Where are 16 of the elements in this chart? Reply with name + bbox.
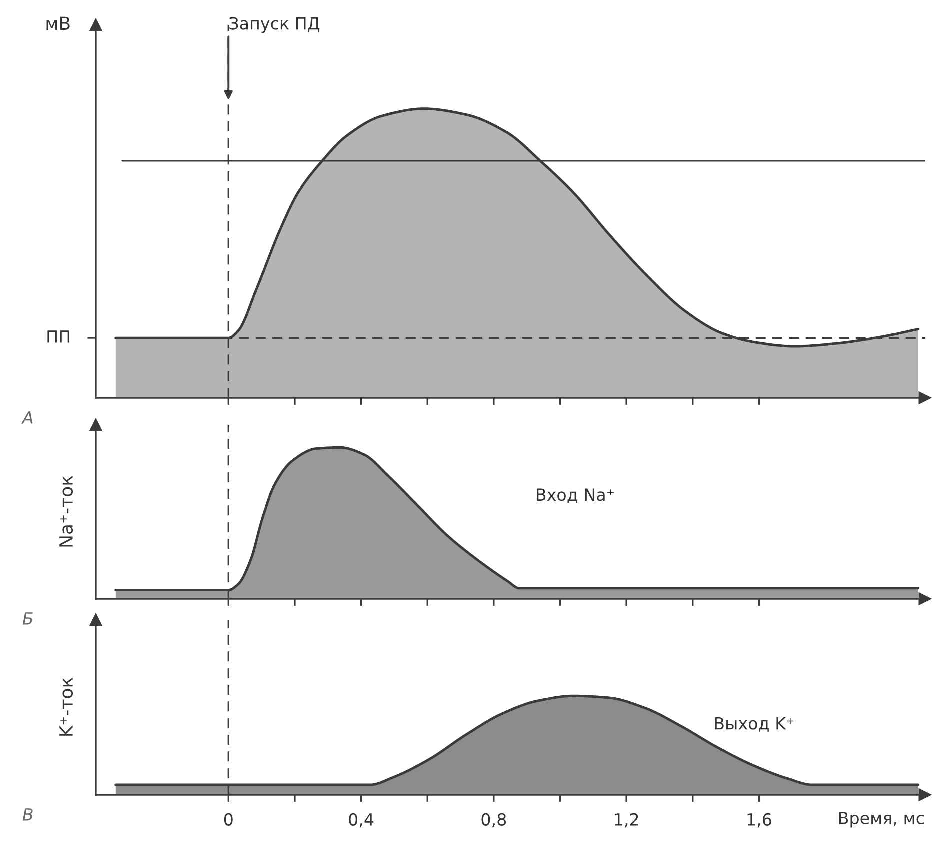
- text: Б: [22, 612, 33, 625]
- text: А: [22, 412, 33, 424]
- annotation: Выход K⁺: [715, 717, 794, 732]
- y-axis-title: K⁺-ток: [60, 678, 74, 736]
- x-tick-label: 1,6: [748, 813, 772, 828]
- annotation: Запуск ПД: [230, 17, 320, 34]
- x-tick-label: 0,8: [482, 813, 506, 828]
- x-axis-title: Время, мс: [839, 812, 924, 828]
- x-tick-label: 0,4: [349, 813, 374, 828]
- annotation: Вход Na⁺: [537, 488, 614, 504]
- text: В: [22, 808, 33, 821]
- x-tick-label: 1,2: [615, 813, 638, 828]
- y-axis-title: мВ: [46, 16, 70, 30]
- y-axis-title: Na⁺-ток: [60, 476, 74, 547]
- ref-line-label: ПП: [48, 330, 70, 343]
- x-tick-label: 0: [224, 813, 233, 826]
